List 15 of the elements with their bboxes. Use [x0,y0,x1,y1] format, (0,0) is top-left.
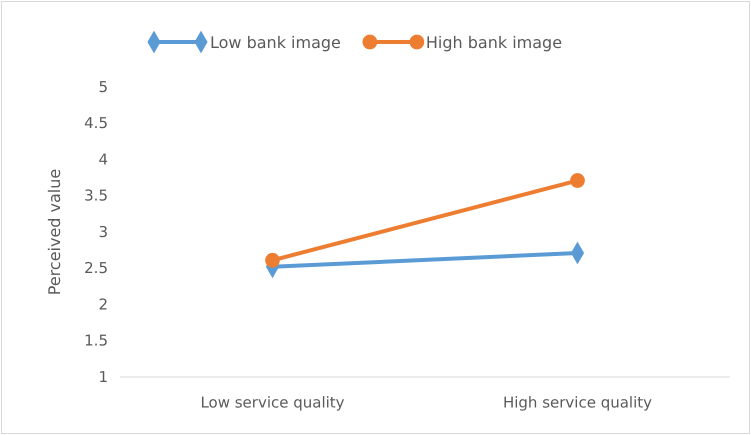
y-tick-label: 2.5 [84,259,108,278]
y-tick-label: 4 [98,150,108,168]
y-tick-label: 1.5 [84,332,108,350]
y-tick-label: 2 [98,295,108,314]
x-tick-label: Low service quality [200,394,345,412]
y-tick-label: 4.5 [84,114,108,132]
y-tick-label: 3.5 [84,186,108,205]
y-tick-label: 1 [98,368,108,386]
y-axis-title: Perceived value [45,168,64,296]
y-tick-label: 5 [98,78,108,96]
legend-label: Low bank image [210,33,341,52]
y-tick-label: 3 [98,222,108,241]
x-tick-label: High service quality [502,394,652,412]
point [570,173,585,188]
legend-label: High bank image [426,33,562,52]
